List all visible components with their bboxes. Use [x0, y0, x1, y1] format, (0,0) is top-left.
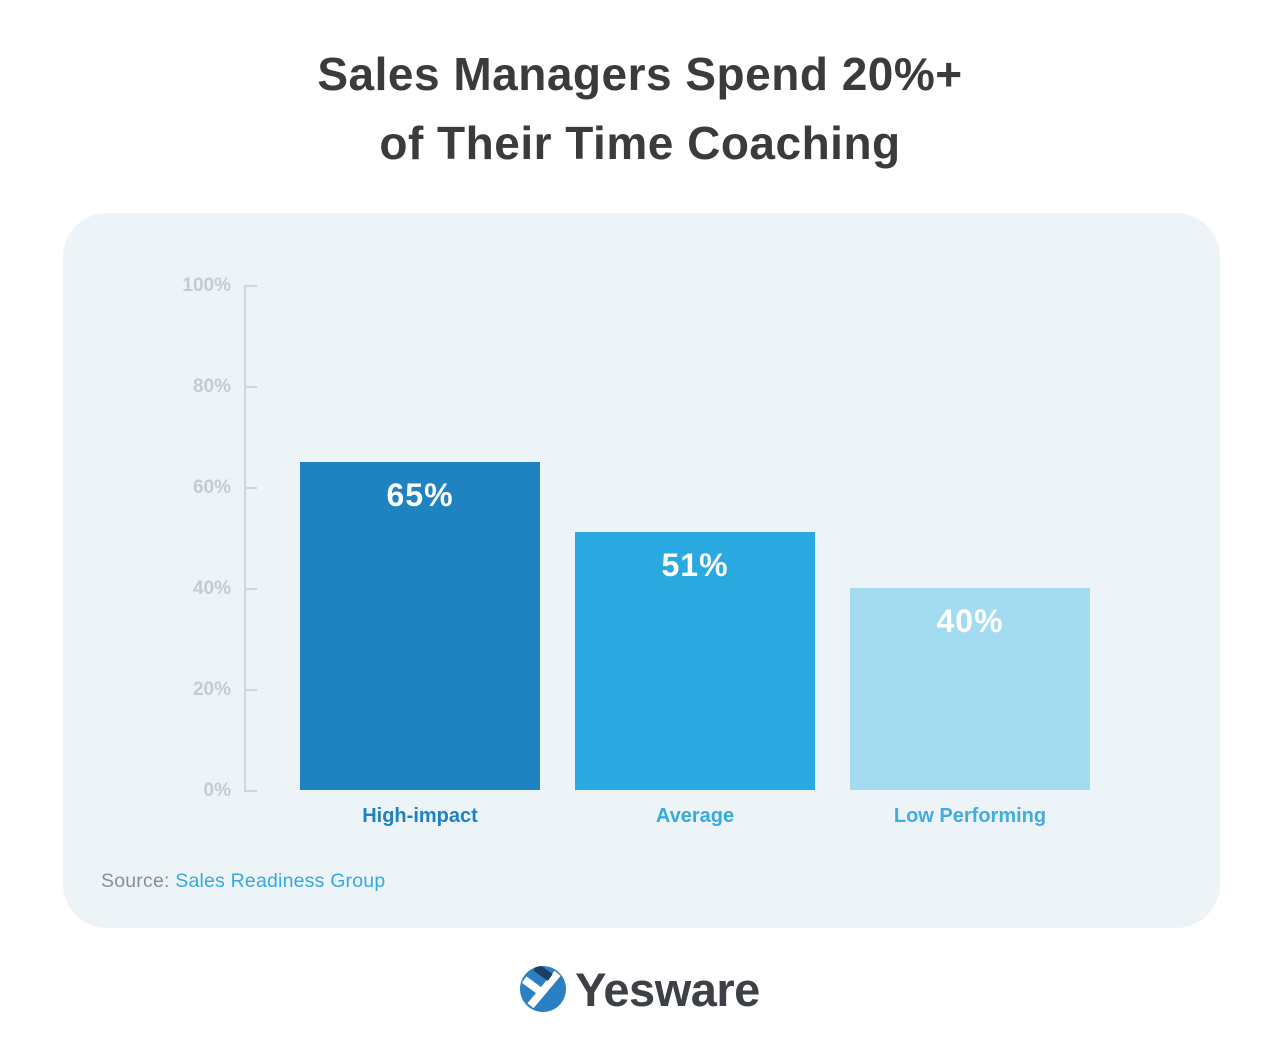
- y-axis-label: 40%: [192, 578, 231, 599]
- source-link[interactable]: Sales Readiness Group: [175, 870, 386, 892]
- y-axis-tick: [244, 285, 257, 287]
- bar-high-impact: 65%: [300, 461, 540, 790]
- source-prefix: Source:: [101, 870, 176, 892]
- chart-title-line1: Sales Managers Spend 20%+: [317, 48, 963, 100]
- y-axis-tick: [244, 790, 257, 792]
- bar-low-performing: 40%: [850, 588, 1090, 790]
- y-axis-label: 0%: [203, 780, 231, 801]
- yesware-logo-icon: [520, 966, 567, 1017]
- category-label-high-impact: High-impact: [362, 805, 478, 827]
- y-axis-tick: [244, 386, 257, 388]
- y-axis-tick: [244, 588, 257, 590]
- y-axis-tick: [244, 689, 257, 691]
- category-label-average: Average: [655, 805, 735, 827]
- yesware-logo: Yesware: [0, 966, 1280, 1017]
- y-axis-tick: [244, 487, 257, 489]
- bar-average: 51%: [575, 532, 815, 790]
- bar-value-label: 51%: [661, 547, 729, 584]
- chart-title: Sales Managers Spend 20%+ of Their Time …: [0, 40, 1280, 178]
- bar-value-label: 40%: [936, 603, 1004, 639]
- y-axis-label: 20%: [192, 679, 231, 700]
- yesware-wordmark: Yesware: [575, 963, 760, 1016]
- source-line: Source: Sales Readiness Group: [101, 870, 385, 893]
- bar-value-label: 65%: [386, 476, 454, 513]
- y-axis-label: 80%: [192, 376, 231, 397]
- category-label-low-performing: Low Performing: [893, 805, 1047, 827]
- chart-title-line2: of Their Time Coaching: [379, 117, 901, 169]
- chart-panel: 0% 20% 40% 60% 80% 100% 65% High-impact 51% Aver…: [63, 213, 1220, 928]
- y-axis-line: [244, 285, 246, 792]
- y-axis-label: 60%: [192, 477, 231, 498]
- y-axis-label: 100%: [182, 275, 231, 296]
